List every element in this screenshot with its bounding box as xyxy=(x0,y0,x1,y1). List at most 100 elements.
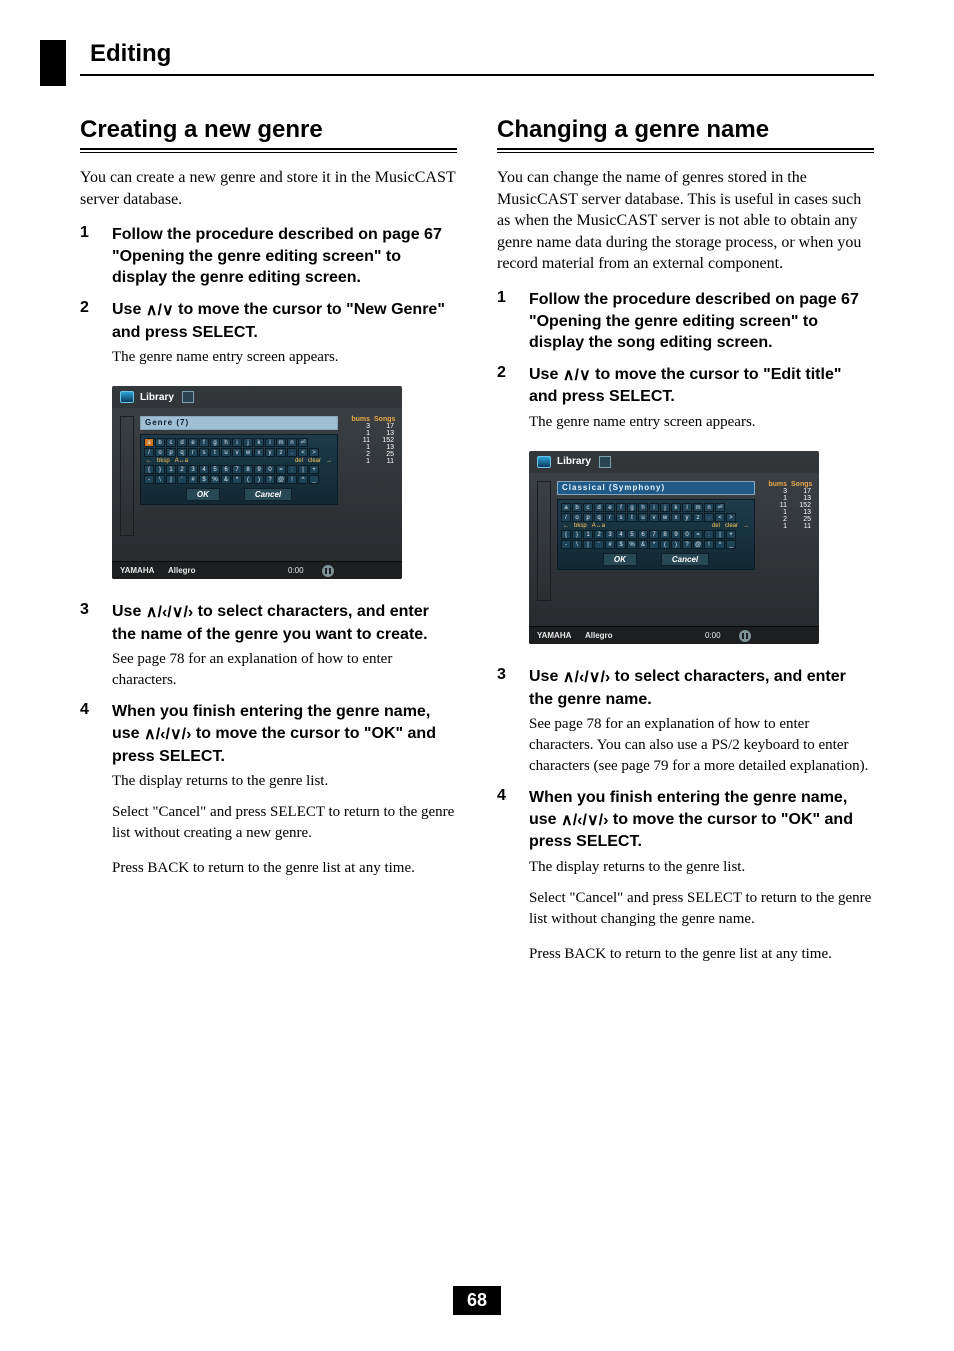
kb-key: > xyxy=(726,513,736,522)
kb-key: m xyxy=(276,438,286,447)
kb-key: 3 xyxy=(188,465,198,474)
kb-key: u xyxy=(638,513,648,522)
kb-key: . xyxy=(287,448,297,457)
kb-key: r xyxy=(188,448,198,457)
tv-icon xyxy=(537,456,551,468)
kb-key: c xyxy=(166,438,176,447)
kb-key: + xyxy=(726,530,736,539)
step-text: Use ∧/‹/∨/› to select characters, and en… xyxy=(112,601,457,645)
note: Select "Cancel" and press SELECT to retu… xyxy=(529,888,874,930)
kb-key: ) xyxy=(671,540,681,549)
kb-key: y xyxy=(682,513,692,522)
rule xyxy=(497,148,874,150)
ui-titlebar: Library xyxy=(112,386,402,408)
ui-screenshot: Library Genre (7) abcdefghijklmn⏎ /opqrs… xyxy=(112,386,402,579)
kb-key: - xyxy=(561,540,571,549)
note: Select "Cancel" and press SELECT to retu… xyxy=(112,802,457,844)
kb-key: 1 xyxy=(166,465,176,474)
kb-key: 5 xyxy=(627,530,637,539)
ok-button: OK xyxy=(186,488,220,501)
left-intro: You can create a new genre and store it … xyxy=(80,167,457,210)
ui-bottom-bar: YAMAHA Allegro 0:00 xyxy=(112,561,402,579)
right-h2: Changing a genre name xyxy=(497,116,874,144)
kb-key: 0 xyxy=(682,530,692,539)
kb-key: | xyxy=(715,530,725,539)
step-text: Follow the procedure described on page 6… xyxy=(112,224,457,289)
column-left: Creating a new genre You can create a ne… xyxy=(80,116,457,979)
settings-icon xyxy=(599,456,611,468)
kb-key: & xyxy=(638,540,648,549)
cell: 1 xyxy=(350,458,370,465)
kb-clear: clear xyxy=(306,458,323,464)
kb-key: m xyxy=(693,503,703,512)
rule xyxy=(497,152,874,153)
kb-key: s xyxy=(616,513,626,522)
kb-key: w xyxy=(660,513,670,522)
arrow-udlr-icon: ∧/‹/∨/› xyxy=(144,724,191,746)
step-number: 3 xyxy=(497,666,515,777)
pause-icon xyxy=(322,565,334,577)
step-number: 4 xyxy=(497,787,515,878)
step-text-part: Use xyxy=(112,301,146,318)
step-2: 2 Use ∧/∨ to move the cursor to "New Gen… xyxy=(80,299,457,368)
cell: 13 xyxy=(374,430,394,437)
kb-del: del xyxy=(710,523,722,529)
kb-key: 7 xyxy=(232,465,242,474)
step-note: The display returns to the genre list. xyxy=(529,857,874,878)
step-4: 4 When you finish entering the genre nam… xyxy=(497,787,874,878)
arrow-ud-icon: ∧/∨ xyxy=(146,300,174,322)
page-heading: Editing xyxy=(90,40,874,68)
kb-word: → xyxy=(324,458,334,464)
kb-key: d xyxy=(177,438,187,447)
kb-key: s xyxy=(199,448,209,457)
kb-key: 5 xyxy=(210,465,220,474)
kb-key: v xyxy=(649,513,659,522)
kb-key: # xyxy=(605,540,615,549)
cell: 2 xyxy=(767,516,787,523)
step-text-part: Use xyxy=(529,668,563,685)
cell: 11 xyxy=(374,458,394,465)
step-number: 3 xyxy=(80,601,98,691)
kb-key: * xyxy=(649,540,659,549)
track-label: Allegro xyxy=(168,566,196,575)
kb-key: # xyxy=(188,475,198,484)
arrow-ud-icon: ∧/∨ xyxy=(563,365,591,387)
step-1: 1 Follow the procedure described on page… xyxy=(80,224,457,289)
kb-key: x xyxy=(254,448,264,457)
cell: 13 xyxy=(791,495,811,502)
kb-key: ' xyxy=(594,540,604,549)
step-text-part: Use xyxy=(112,603,146,620)
kb-key: i xyxy=(232,438,242,447)
cell: 3 xyxy=(350,423,370,430)
kb-key: 9 xyxy=(671,530,681,539)
step-number: 1 xyxy=(80,224,98,289)
cell: 17 xyxy=(374,423,394,430)
cell: 3 xyxy=(767,488,787,495)
page-number: 68 xyxy=(453,1286,501,1315)
ui-titlebar: Library xyxy=(529,451,819,473)
kb-clear: clear xyxy=(723,523,740,529)
kb-key: g xyxy=(210,438,220,447)
cell: 1 xyxy=(767,523,787,530)
kb-key: k xyxy=(254,438,264,447)
kb-key: 9 xyxy=(254,465,264,474)
kb-key: n xyxy=(287,438,297,447)
kb-key: 3 xyxy=(605,530,615,539)
kb-key: 4 xyxy=(616,530,626,539)
kb-key: i xyxy=(649,503,659,512)
kb-key: x xyxy=(671,513,681,522)
kb-key: w xyxy=(243,448,253,457)
kb-key: @ xyxy=(276,475,286,484)
kb-key: q xyxy=(177,448,187,457)
kb-key: $ xyxy=(616,540,626,549)
kb-key: _ xyxy=(309,475,319,484)
kb-key: g xyxy=(627,503,637,512)
left-h2: Creating a new genre xyxy=(80,116,457,144)
kb-key: : xyxy=(704,530,714,539)
onscreen-keyboard: abcdefghijklmn⏎ /opqrstuvwxyz.<> ← bksp … xyxy=(140,434,338,505)
kb-key: ) xyxy=(254,475,264,484)
kb-key: ! xyxy=(704,540,714,549)
note: Press BACK to return to the genre list a… xyxy=(529,944,874,965)
kb-key: * xyxy=(232,475,242,484)
screenshot-figure-left: Library Genre (7) abcdefghijklmn⏎ /opqrs… xyxy=(112,386,457,579)
